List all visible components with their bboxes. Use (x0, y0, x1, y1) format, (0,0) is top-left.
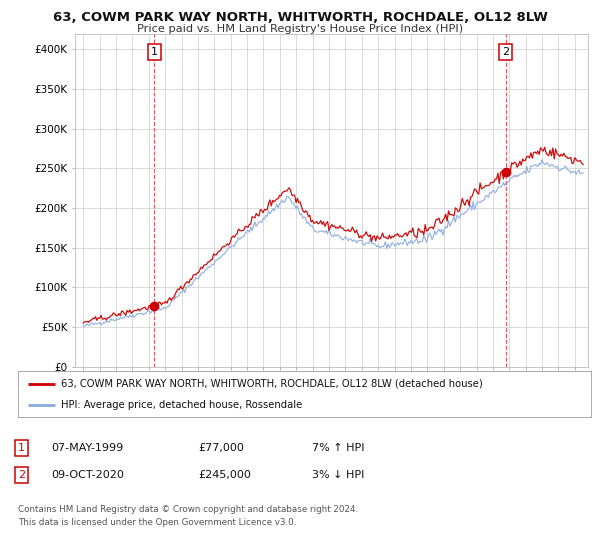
Text: 63, COWM PARK WAY NORTH, WHITWORTH, ROCHDALE, OL12 8LW (detached house): 63, COWM PARK WAY NORTH, WHITWORTH, ROCH… (61, 379, 483, 389)
Text: £245,000: £245,000 (198, 470, 251, 480)
Text: 09-OCT-2020: 09-OCT-2020 (51, 470, 124, 480)
Text: £77,000: £77,000 (198, 443, 244, 453)
Text: 1: 1 (18, 443, 25, 453)
Text: 2: 2 (18, 470, 25, 480)
Text: Contains HM Land Registry data © Crown copyright and database right 2024.
This d: Contains HM Land Registry data © Crown c… (18, 505, 358, 526)
Text: 3% ↓ HPI: 3% ↓ HPI (312, 470, 364, 480)
Text: Price paid vs. HM Land Registry's House Price Index (HPI): Price paid vs. HM Land Registry's House … (137, 24, 463, 34)
Text: 07-MAY-1999: 07-MAY-1999 (51, 443, 123, 453)
Text: 7% ↑ HPI: 7% ↑ HPI (312, 443, 365, 453)
Text: HPI: Average price, detached house, Rossendale: HPI: Average price, detached house, Ross… (61, 400, 302, 410)
Text: 1: 1 (151, 47, 158, 57)
Text: 63, COWM PARK WAY NORTH, WHITWORTH, ROCHDALE, OL12 8LW: 63, COWM PARK WAY NORTH, WHITWORTH, ROCH… (53, 11, 547, 24)
Text: 2: 2 (502, 47, 509, 57)
